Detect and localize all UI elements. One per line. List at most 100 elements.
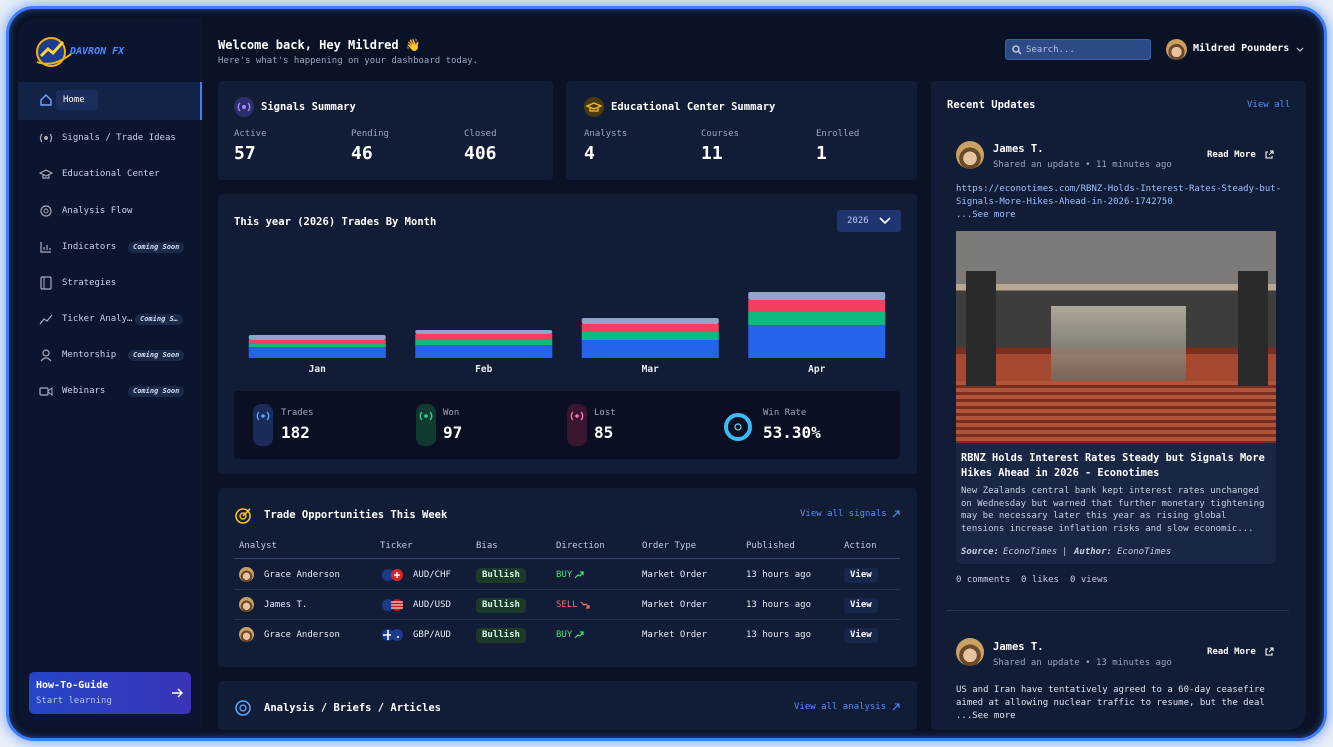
shape: [40, 357, 52, 362]
shape: [47, 387, 53, 396]
nav-item[interactable]: Webinars: [62, 386, 106, 396]
shape: [580, 601, 590, 609]
greeting-subtitle: Here's what's happening on your dashboar…: [218, 56, 479, 66]
card-title: Signals Summary: [261, 101, 356, 113]
nav-icon: [40, 205, 52, 217]
nav-active-bg: [18, 82, 202, 120]
shape: [892, 510, 900, 518]
nav-icon: [40, 349, 52, 362]
nav-item[interactable]: Analysis Flow: [62, 206, 133, 216]
bar-segment: [248, 344, 386, 347]
stat-value: 85: [594, 423, 614, 442]
table-rule: [234, 619, 900, 620]
shape: [40, 94, 52, 106]
cell-ticker: AUD/CHF: [413, 570, 451, 580]
nav-icon: [40, 94, 52, 106]
coming-soon-badge: Coming Soon: [128, 242, 185, 253]
post-author: James T.: [993, 143, 1044, 155]
cell-order-type: Market Order: [642, 570, 708, 580]
nav-icon: [39, 387, 53, 396]
bar-segment: [248, 340, 386, 344]
post-meta: Shared an update • 13 minutes ago: [993, 658, 1172, 668]
trades-chart: Jan Feb Mar Apr: [248, 292, 886, 375]
shape: [382, 569, 394, 581]
cell-published: 13 hours ago: [746, 570, 812, 580]
nav-item[interactable]: Mentorship: [62, 350, 117, 360]
bar-segment: [748, 312, 886, 325]
analysis-icon: [235, 700, 251, 716]
shape: [575, 414, 579, 418]
shape: [570, 411, 584, 421]
shape: [734, 423, 742, 431]
stat-label: Closed: [464, 129, 497, 139]
image-pillar: [966, 271, 996, 386]
shape: [1265, 647, 1274, 656]
stat-label: Trades: [281, 408, 314, 418]
analyst-avatar: [239, 597, 254, 612]
x-tick-label: Feb: [475, 364, 492, 375]
bar-segment: [415, 334, 553, 340]
read-more[interactable]: Read More: [1207, 647, 1256, 657]
column-header: Direction: [556, 541, 605, 551]
search-icon: [1012, 45, 1022, 55]
search-placeholder: Search...: [1026, 45, 1075, 55]
shape: [39, 169, 53, 179]
bar-segment: [415, 345, 553, 358]
nav-item[interactable]: Strategies: [62, 278, 117, 288]
year-select[interactable]: [837, 210, 901, 232]
post-meta: Shared an update • 11 minutes ago: [993, 160, 1172, 170]
nav-item[interactable]: Home: [63, 95, 85, 105]
post-image: [956, 231, 1276, 443]
nav-icon: [39, 133, 53, 143]
bar-segment: [415, 330, 553, 334]
external-arrow: [892, 703, 900, 711]
view-all-link[interactable]: View all analysis: [794, 702, 887, 712]
direction-arrow: [574, 631, 584, 639]
year-select-value: 2026: [847, 216, 869, 226]
column-header: Ticker: [380, 541, 413, 551]
nav-item[interactable]: Ticker Analy…: [62, 314, 133, 324]
search-box[interactable]: [1005, 39, 1151, 60]
bar-segment: [748, 325, 886, 358]
shape: [574, 571, 584, 579]
cell-analyst: Grace Anderson: [264, 630, 340, 640]
stat-value: 53.30%: [763, 423, 821, 442]
source-separator: |: [1062, 547, 1068, 557]
headline-card: [956, 443, 1276, 564]
nav-item[interactable]: Educational Center: [62, 169, 160, 179]
stat-icon: [419, 411, 433, 421]
guide-button[interactable]: [29, 672, 191, 714]
view-button[interactable]: View: [844, 598, 878, 613]
nav-item[interactable]: Indicators: [62, 242, 117, 252]
external-arrow: [892, 510, 900, 518]
bias-pill: Bullish: [476, 568, 526, 583]
view-button[interactable]: View: [844, 628, 878, 643]
read-more[interactable]: Read More: [1207, 150, 1256, 160]
post-link[interactable]: https://econotimes.com/RBNZ-Holds-Intere…: [956, 184, 1282, 207]
shape: [256, 411, 270, 421]
card-title: Recent Updates: [947, 99, 1036, 111]
user-avatar[interactable]: [1166, 39, 1187, 60]
author-label: Author:: [1074, 547, 1112, 557]
analysis-card: [218, 681, 917, 730]
shape: [584, 97, 604, 117]
chart-title: This year (2026) Trades By Month: [234, 216, 437, 228]
nav-item[interactable]: Signals / Trade Ideas: [62, 133, 176, 143]
view-all-link[interactable]: View all signals: [800, 509, 887, 519]
see-more[interactable]: ...See more: [956, 210, 1016, 220]
analyst-avatar: [239, 567, 254, 582]
view-all-link[interactable]: View all: [1247, 100, 1291, 110]
user-name[interactable]: Mildred Pounders: [1193, 43, 1290, 54]
column-header: Action: [844, 541, 877, 551]
sidebar: [18, 18, 202, 730]
shape: [1296, 47, 1304, 52]
bar-segment: [748, 300, 886, 312]
bar-segment: [248, 347, 386, 358]
view-button[interactable]: View: [844, 568, 878, 583]
stat-label: Active: [234, 129, 267, 139]
column-header: Analyst: [239, 541, 277, 551]
see-more[interactable]: ...See more: [956, 711, 1016, 721]
stat-label: Enrolled: [816, 129, 860, 139]
user-chevron: [1296, 47, 1304, 52]
